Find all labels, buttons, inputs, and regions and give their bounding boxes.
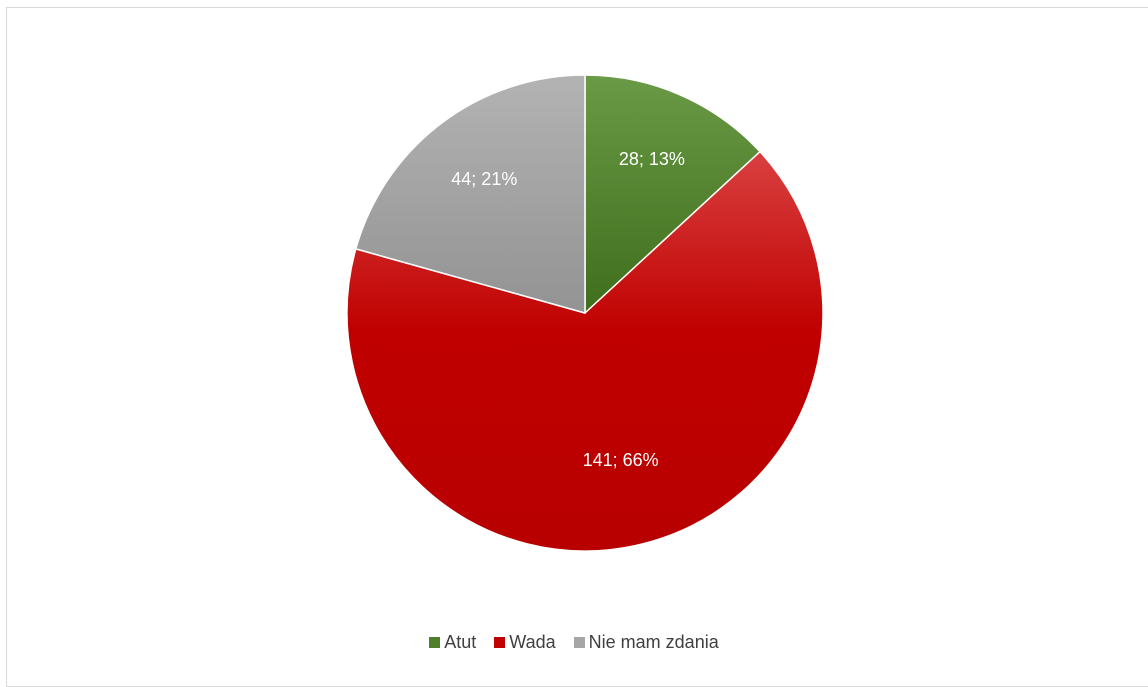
legend-swatch xyxy=(573,637,585,648)
legend-label: Wada xyxy=(509,632,556,652)
pie-slice-wada xyxy=(346,150,824,552)
pie-slice-atut xyxy=(584,74,762,315)
legend-item-nie-mam-zdania: Nie mam zdania xyxy=(573,632,719,653)
pie-slice-nie-mam-zdania xyxy=(354,74,586,314)
legend-label: Atut xyxy=(444,632,477,652)
data-label: 28; 13% xyxy=(619,149,685,169)
legend-label: Nie mam zdania xyxy=(588,632,719,652)
data-label: 141; 66% xyxy=(583,450,659,470)
legend-swatch xyxy=(494,637,506,648)
legend: Atut Wada Nie mam zdania xyxy=(0,632,1148,653)
legend-item-atut: Atut xyxy=(429,632,476,653)
legend-item-wada: Wada xyxy=(494,632,556,653)
data-label: 44; 21% xyxy=(451,169,517,189)
legend-swatch xyxy=(429,637,441,648)
